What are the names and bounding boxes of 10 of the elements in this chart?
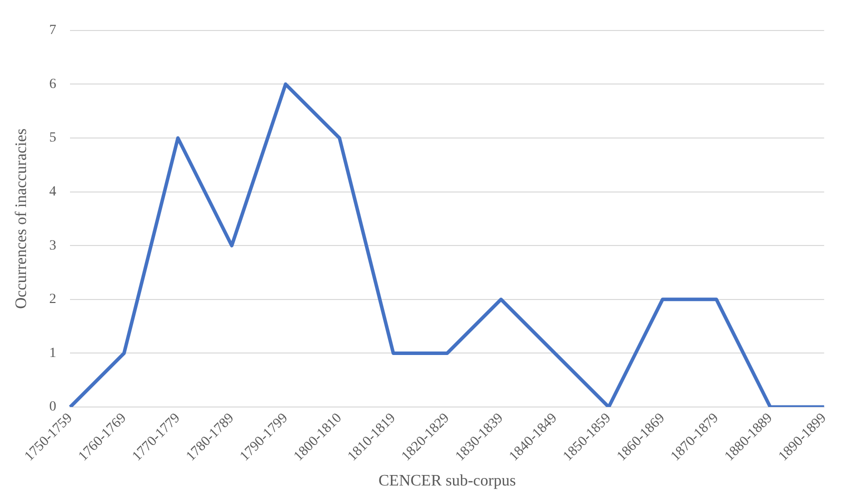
y-tick-label: 5: [49, 130, 56, 146]
y-tick-label: 6: [49, 76, 56, 92]
y-axis-title: Occurrences of inaccuracies: [12, 128, 30, 309]
y-tick-label: 1: [49, 346, 56, 361]
y-tick-label: 3: [49, 238, 56, 254]
y-tick-label: 7: [49, 23, 56, 38]
y-tick-label: 4: [49, 184, 56, 200]
y-tick-label: 2: [49, 292, 56, 308]
x-axis-title: CENCER sub-corpus: [378, 472, 516, 490]
y-tick-label: 0: [49, 400, 56, 415]
